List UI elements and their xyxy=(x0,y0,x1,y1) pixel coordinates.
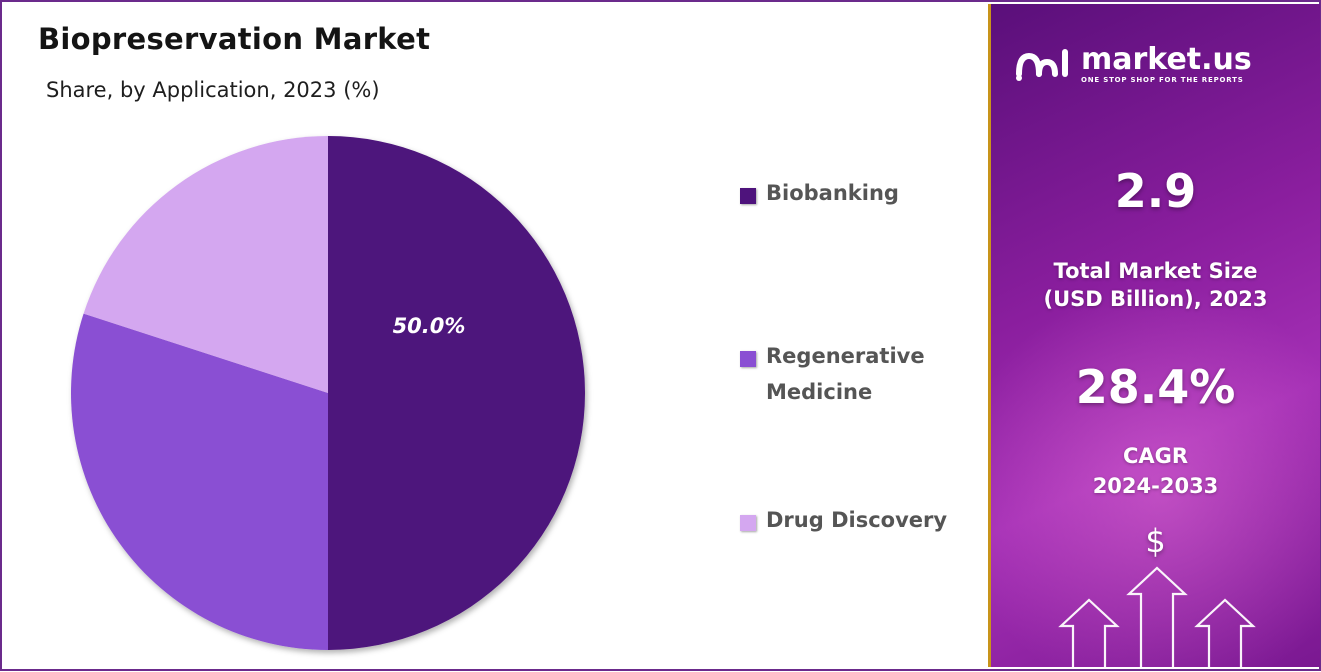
pie-slice-biobanking xyxy=(328,136,585,650)
legend-label: Drug Discovery xyxy=(766,508,948,532)
chart-subtitle: Share, by Application, 2023 (%) xyxy=(46,78,380,102)
legend-item-regenerative-medicine: Regenerative Medicine xyxy=(740,344,970,410)
growth-arrows-icon xyxy=(1058,566,1256,667)
market-size-label-line1: Total Market Size xyxy=(1053,259,1258,283)
brand-tagline: ONE STOP SHOP FOR THE REPORTS xyxy=(1081,76,1244,84)
pie-slice-regenerative-medicine xyxy=(71,313,328,650)
legend-label: Regenerative Medicine xyxy=(766,344,925,404)
pie-chart: 50.0% xyxy=(71,136,585,650)
market-size-value: 2.9 xyxy=(1114,164,1197,218)
legend-item-biobanking: Biobanking xyxy=(740,181,970,211)
cagr-label-line1: CAGR xyxy=(1122,444,1189,468)
market-us-logo-icon xyxy=(1016,49,1068,81)
chart-title: Biopreservation Market xyxy=(38,22,431,56)
brand-logo: market.us ONE STOP SHOP FOR THE REPORTS xyxy=(1015,44,1252,84)
legend-swatch xyxy=(740,515,756,531)
pie-slice-drug-discovery xyxy=(83,136,328,393)
legend-item-drug-discovery: Drug Discovery xyxy=(740,508,970,538)
legend-swatch xyxy=(740,188,756,204)
pie-data-label: 50.0% xyxy=(393,314,466,338)
brand-name: market.us xyxy=(1081,42,1252,77)
dollar-icon: $ xyxy=(1145,522,1166,560)
market-size-label-line2: (USD Billion), 2023 xyxy=(1043,287,1268,311)
legend-label: Biobanking xyxy=(766,181,899,205)
cagr-label-line2: 2024-2033 xyxy=(1092,474,1219,498)
legend-swatch xyxy=(740,351,756,367)
cagr-value: 28.4% xyxy=(1075,360,1236,414)
summary-panel: market.us ONE STOP SHOP FOR THE REPORTS … xyxy=(988,4,1320,667)
